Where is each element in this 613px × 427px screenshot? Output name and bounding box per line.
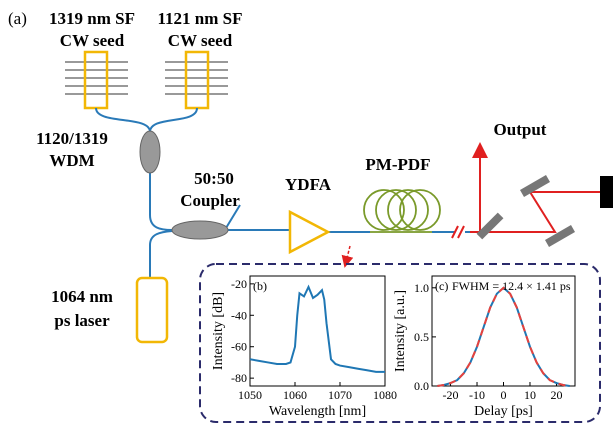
fiber-coil bbox=[363, 189, 441, 233]
x-tick-label: -20 bbox=[443, 388, 459, 402]
mirror bbox=[545, 225, 575, 247]
label: ps laser bbox=[54, 311, 110, 330]
y-tick-label: -60 bbox=[231, 340, 247, 354]
y-axis-label: Intensity [a.u.] bbox=[393, 290, 408, 372]
x-axis-label: Wavelength [nm] bbox=[269, 404, 366, 419]
label: 1120/1319 bbox=[36, 129, 108, 148]
label: YDFA bbox=[285, 175, 332, 194]
series-line bbox=[437, 286, 570, 387]
laser bbox=[135, 276, 169, 344]
x-tick-label: 0 bbox=[501, 388, 507, 402]
y-tick-label: 0.0 bbox=[414, 379, 429, 393]
y-axis-label: Intensity [dB] bbox=[211, 292, 226, 370]
label: PM-PDF bbox=[365, 155, 430, 174]
arrow bbox=[341, 245, 354, 268]
panel-label: (c) bbox=[435, 279, 448, 293]
y-tick-label: 1.0 bbox=[414, 281, 429, 295]
x-tick-label: 1060 bbox=[283, 388, 307, 402]
inset-frame bbox=[199, 263, 601, 423]
coupler bbox=[171, 220, 229, 240]
x-tick-label: -10 bbox=[469, 388, 485, 402]
x-tick-label: 1080 bbox=[373, 388, 397, 402]
block bbox=[600, 176, 613, 208]
y-tick-label: -80 bbox=[231, 371, 247, 385]
wdm bbox=[139, 130, 161, 174]
y-tick-label: -20 bbox=[231, 277, 247, 291]
annotation: FWHM = 12.4 × 1.41 ps bbox=[452, 279, 571, 293]
x-tick-label: 1070 bbox=[328, 388, 352, 402]
series-line bbox=[249, 284, 385, 373]
mirror bbox=[520, 175, 550, 197]
label: CW seed bbox=[168, 31, 233, 50]
mirror bbox=[476, 212, 504, 240]
label: 1319 nm SF bbox=[49, 9, 135, 28]
seed bbox=[184, 50, 210, 110]
y-tick-label: 0.5 bbox=[414, 330, 429, 344]
beam bbox=[451, 150, 600, 239]
x-axis-label: Delay [ps] bbox=[474, 404, 533, 419]
series-line bbox=[437, 286, 570, 387]
x-tick-label: 1050 bbox=[238, 388, 262, 402]
x-tick-label: 20 bbox=[550, 388, 562, 402]
y-tick-label: -40 bbox=[231, 308, 247, 322]
schematic: (a) 1319 nm SF CW seed 1121 nm SF CW see… bbox=[8, 9, 613, 423]
label: Output bbox=[494, 120, 547, 139]
label: WDM bbox=[49, 151, 94, 170]
fiber bbox=[95, 107, 470, 278]
amplifier bbox=[288, 209, 331, 255]
x-tick-label: 10 bbox=[524, 388, 536, 402]
label: 50:50 bbox=[194, 169, 234, 188]
panel-label: (b) bbox=[253, 279, 267, 293]
plot-frame bbox=[249, 275, 386, 387]
label: 1121 nm SF bbox=[157, 9, 242, 28]
seed-fibers bbox=[65, 61, 228, 95]
label: CW seed bbox=[60, 31, 125, 50]
label: Coupler bbox=[180, 191, 240, 210]
panel-label: (a) bbox=[8, 9, 27, 28]
seed bbox=[83, 50, 109, 110]
label: 1064 nm bbox=[51, 287, 113, 306]
